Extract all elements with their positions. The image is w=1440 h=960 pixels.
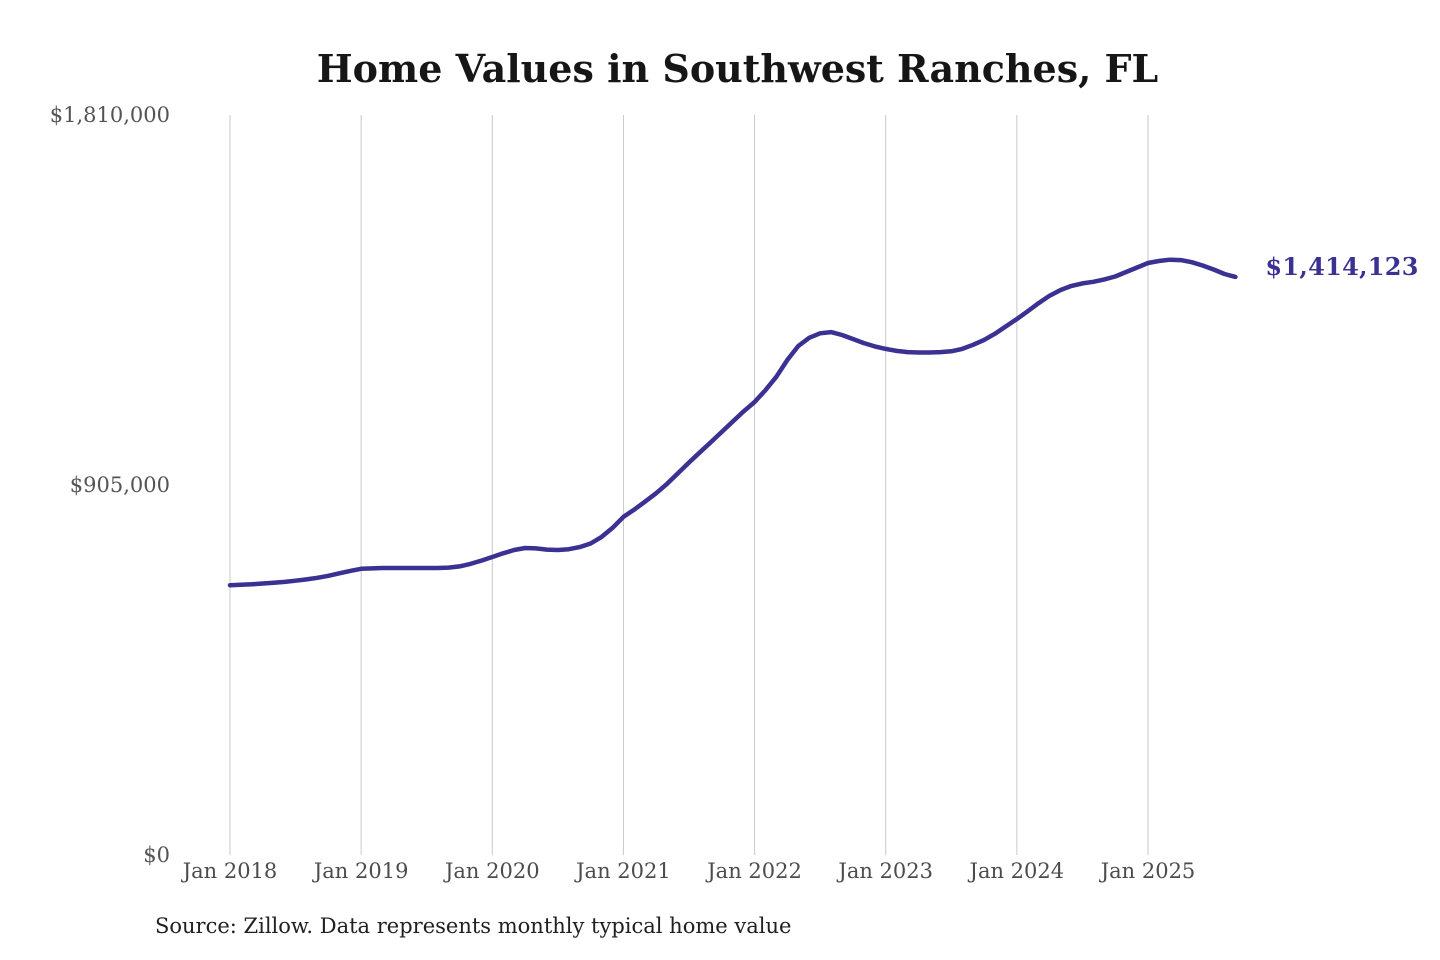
last-value-label: $1,414,123 bbox=[1265, 251, 1419, 281]
x-axis-tick-label: Jan 2019 bbox=[313, 859, 409, 883]
x-axis-tick-label: Jan 2025 bbox=[1100, 859, 1196, 883]
x-axis-tick-label: Jan 2021 bbox=[576, 859, 671, 883]
home-value-line bbox=[227, 257, 1238, 588]
x-axis-tick-label: Jan 2023 bbox=[838, 859, 933, 883]
x-axis-tick-label: Jan 2018 bbox=[182, 859, 278, 883]
y-axis-tick-label: $0 bbox=[143, 843, 170, 867]
y-axis-tick-label: $1,810,000 bbox=[49, 103, 170, 127]
y-axis-tick-label: $905,000 bbox=[69, 473, 170, 497]
source-note: Source: Zillow. Data represents monthly … bbox=[155, 914, 792, 938]
x-axis-tick-label: Jan 2024 bbox=[969, 859, 1065, 883]
x-axis-tick-label: Jan 2022 bbox=[707, 859, 802, 883]
x-axis-tick-label: Jan 2020 bbox=[444, 859, 540, 883]
chart-title: Home Values in Southwest Ranches, FL bbox=[316, 46, 1159, 91]
